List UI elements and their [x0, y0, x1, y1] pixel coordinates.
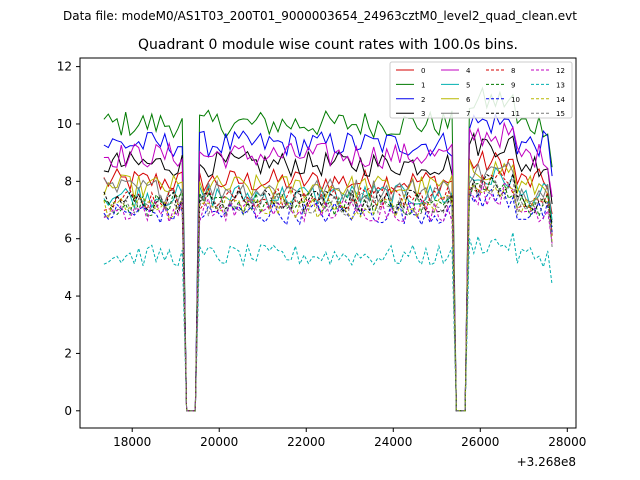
legend-label-4: 4 — [466, 67, 471, 75]
y-tick-label: 6 — [64, 232, 72, 246]
legend-label-13: 13 — [556, 81, 565, 89]
series-line-module-11 — [103, 171, 553, 412]
y-tick-label: 0 — [64, 404, 72, 418]
legend-label-15: 15 — [556, 110, 565, 118]
series-line-module-8 — [103, 170, 553, 412]
plot-series-group — [103, 86, 553, 412]
legend-label-3: 3 — [421, 110, 425, 118]
legend-label-8: 8 — [511, 67, 515, 75]
legend-label-12: 12 — [556, 67, 565, 75]
legend-label-5: 5 — [466, 81, 470, 89]
x-tick-label: 28000 — [548, 435, 586, 449]
series-line-module-13 — [103, 232, 553, 412]
series-line-module-9 — [103, 176, 553, 412]
chart-suptitle: Data file: modeM0/AS1T03_200T01_90000036… — [63, 9, 577, 23]
series-line-module-6 — [103, 159, 553, 412]
x-tick-label: 22000 — [287, 435, 325, 449]
series-line-module-12 — [103, 182, 553, 412]
series-line-module-15 — [103, 176, 553, 412]
chart-title: Quadrant 0 module wise count rates with … — [138, 37, 518, 53]
legend-label-14: 14 — [556, 96, 565, 104]
series-line-module-4 — [103, 121, 553, 412]
y-tick-label: 12 — [57, 60, 72, 74]
legend-label-9: 9 — [511, 81, 515, 89]
legend-label-1: 1 — [421, 81, 425, 89]
x-tick-label: 18000 — [113, 435, 151, 449]
series-line-module-1 — [103, 86, 553, 412]
series-line-module-2 — [103, 112, 553, 412]
y-tick-label: 10 — [57, 117, 72, 131]
legend-label-11: 11 — [511, 110, 520, 118]
y-tick-label: 8 — [64, 174, 72, 188]
y-axis: 0 2 4 6 8 10 12 — [57, 60, 80, 418]
series-line-module-0 — [103, 149, 553, 412]
y-tick-label: 2 — [64, 346, 72, 360]
legend-label-6: 6 — [466, 96, 471, 104]
series-line-module-7 — [103, 162, 553, 412]
series-line-module-10 — [103, 187, 553, 412]
x-axis: 18000 20000 22000 24000 26000 28000 — [113, 428, 586, 449]
x-offset-text: +3.268e8 — [517, 455, 576, 469]
x-tick-label: 20000 — [200, 435, 238, 449]
axes-frame — [79, 57, 577, 429]
series-line-module-14 — [103, 185, 553, 412]
legend-frame — [389, 61, 573, 119]
legend-label-0: 0 — [421, 67, 425, 75]
legend-label-2: 2 — [421, 96, 425, 104]
y-tick-label: 4 — [64, 289, 72, 303]
legend-label-10: 10 — [511, 96, 520, 104]
x-tick-label: 24000 — [374, 435, 412, 449]
series-line-module-3 — [103, 131, 553, 412]
x-tick-label: 26000 — [461, 435, 499, 449]
legend-label-7: 7 — [466, 110, 470, 118]
